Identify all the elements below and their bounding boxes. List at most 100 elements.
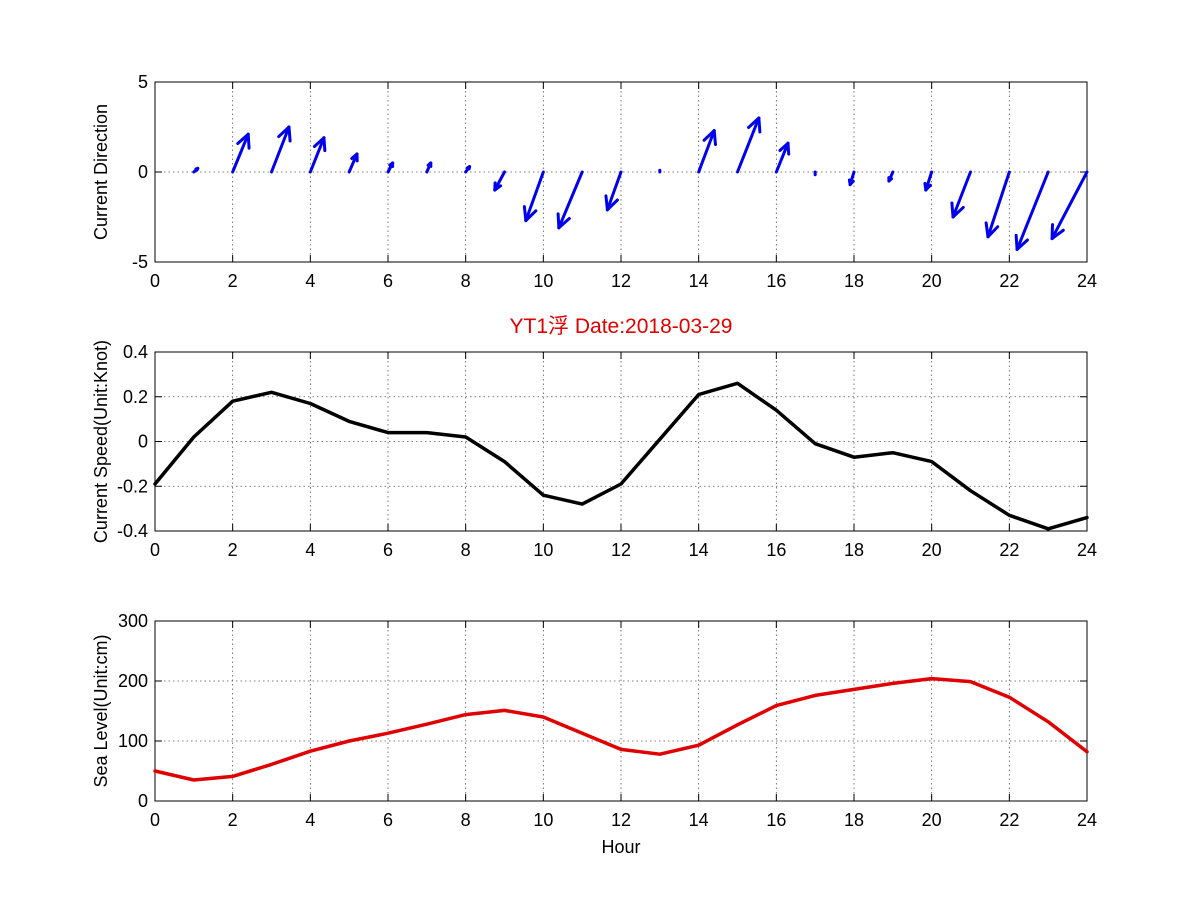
x-tick-label: 20 (922, 810, 942, 830)
arrow-head (236, 132, 250, 146)
arrow-head (786, 141, 791, 156)
direction-arrow (1014, 170, 1050, 251)
x-tick-label: 18 (844, 810, 864, 830)
x-tick-label: 4 (305, 540, 315, 560)
x-tick-label: 8 (461, 540, 471, 560)
x-tick-label: 2 (228, 271, 238, 291)
y-axis-label: Current Speed(Unit:Knot) (91, 340, 111, 543)
arrow-head (702, 129, 716, 142)
direction-arrow (604, 170, 623, 212)
x-tick-label: 6 (383, 810, 393, 830)
y-tick-label: 100 (118, 731, 148, 751)
direction-arrow (386, 161, 395, 174)
arrow-head (712, 129, 717, 147)
arrow-head (951, 205, 965, 219)
arrow-head (524, 209, 538, 223)
x-tick-label: 4 (305, 271, 315, 291)
y-tick-label: 300 (118, 611, 148, 631)
y-tick-label: 0 (138, 791, 148, 811)
x-tick-label: 18 (844, 271, 864, 291)
direction-arrow (556, 170, 584, 230)
x-axis-label: Hour (601, 837, 640, 857)
x-tick-label: 18 (844, 540, 864, 560)
direction-arrow (950, 170, 972, 219)
x-tick-label: 24 (1077, 540, 1097, 560)
x-tick-label: 10 (533, 810, 553, 830)
direction-arrow (1050, 170, 1089, 241)
x-tick-label: 14 (689, 271, 709, 291)
x-tick-label: 4 (305, 810, 315, 830)
speed-panel: 0 2 4 6 8 10 12 14 16 18 20 22 24-0.4-0.200.20.4Curr… (91, 340, 1097, 560)
x-tick-label: 16 (766, 271, 786, 291)
speed-line (153, 381, 1089, 531)
direction-arrow (493, 170, 506, 192)
x-tick-label: 20 (922, 540, 942, 560)
x-tick-label: 6 (383, 271, 393, 291)
x-tick-label: 2 (228, 810, 238, 830)
x-tick-label: 22 (999, 810, 1019, 830)
x-tick-label: 0 (150, 810, 160, 830)
arrow-shaft (774, 141, 790, 174)
x-tick-label: 16 (766, 540, 786, 560)
x-tick-label: 10 (533, 540, 553, 560)
x-tick-label: 24 (1077, 271, 1097, 291)
direction-arrow (887, 170, 895, 183)
arrow-head (312, 136, 326, 149)
direction-arrow (923, 170, 934, 192)
arrow-head (950, 201, 955, 219)
x-tick-label: 20 (922, 271, 942, 291)
arrow-head (1015, 238, 1029, 251)
arrow-shaft (697, 129, 716, 174)
direction-arrow (774, 141, 791, 174)
x-tick-label: 6 (383, 540, 393, 560)
arrow-head (986, 225, 1000, 239)
direction-arrow (847, 170, 856, 187)
arrow-head (246, 132, 251, 150)
x-tick-label: 0 (150, 540, 160, 560)
direction-arrow (425, 161, 433, 174)
arrow-shaft (986, 170, 1011, 239)
arrow-shaft (308, 136, 326, 174)
direction-arrow (231, 132, 251, 174)
arrow-head (1050, 228, 1065, 241)
x-tick-label: 16 (766, 810, 786, 830)
arrow-head (923, 181, 928, 192)
arrow-head (522, 205, 528, 223)
y-tick-label: 5 (138, 72, 148, 92)
arrow-head (195, 166, 200, 172)
direction-arrow (308, 136, 327, 174)
arrow-head (604, 194, 609, 212)
arrow-head (322, 136, 327, 153)
direction-arrow (697, 129, 717, 174)
arrow-shaft (231, 132, 250, 174)
arrow-shaft (270, 125, 291, 174)
y-tick-label: 0 (138, 162, 148, 182)
arrow-head (757, 116, 762, 134)
arrow-shaft (1050, 170, 1089, 241)
y-tick-label: -0.2 (117, 476, 148, 496)
arrow-shaft (557, 170, 584, 230)
chart-title: YT1浮 Date:2018-03-29 (510, 315, 733, 338)
x-tick-label: 24 (1077, 810, 1097, 830)
direction-arrow (270, 125, 292, 174)
direction-arrow (984, 170, 1011, 239)
direction-arrow (192, 166, 200, 174)
arrow-head (847, 178, 852, 187)
y-tick-label: 0.4 (123, 342, 148, 362)
arrow-head (556, 212, 561, 230)
arrow-shaft (951, 170, 972, 219)
arrow-head (605, 198, 619, 212)
arrow-head (1014, 233, 1019, 251)
direction-arrow (736, 116, 762, 174)
arrow-shaft (1015, 170, 1050, 251)
direction-arrow (464, 165, 472, 174)
x-tick-label: 10 (533, 271, 553, 291)
x-tick-label: 2 (228, 540, 238, 560)
arrow-head (287, 125, 292, 143)
direction-arrow (522, 170, 545, 223)
x-tick-label: 22 (999, 271, 1019, 291)
sealevel-line (153, 676, 1089, 782)
